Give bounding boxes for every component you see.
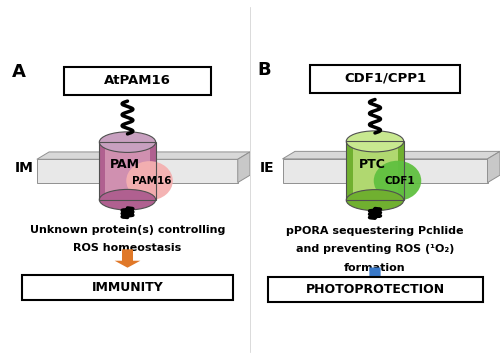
Text: AtPAM16: AtPAM16 (104, 74, 170, 87)
FancyArrow shape (362, 267, 388, 283)
Text: PAM: PAM (110, 158, 140, 171)
Ellipse shape (374, 161, 421, 201)
Polygon shape (37, 152, 250, 159)
Text: ROS homeostasis: ROS homeostasis (74, 243, 182, 253)
Polygon shape (346, 141, 404, 200)
Text: Unknown protein(s) controlling: Unknown protein(s) controlling (30, 225, 225, 235)
Text: IE: IE (260, 161, 274, 175)
Text: CDF1: CDF1 (384, 176, 416, 186)
Ellipse shape (100, 132, 156, 153)
Text: PAM16: PAM16 (132, 176, 172, 186)
Polygon shape (238, 152, 250, 183)
Polygon shape (150, 142, 156, 200)
Polygon shape (100, 142, 105, 200)
Text: B: B (258, 61, 271, 79)
Polygon shape (488, 151, 500, 183)
FancyBboxPatch shape (310, 65, 460, 93)
Ellipse shape (100, 190, 156, 210)
FancyArrow shape (114, 249, 140, 268)
FancyBboxPatch shape (268, 277, 482, 302)
Text: PTC: PTC (359, 158, 386, 171)
Polygon shape (37, 159, 238, 183)
Ellipse shape (126, 161, 173, 200)
Ellipse shape (346, 190, 404, 211)
Polygon shape (282, 151, 500, 159)
FancyBboxPatch shape (64, 67, 211, 95)
Text: pPORA sequestering Pchlide: pPORA sequestering Pchlide (286, 226, 464, 236)
Polygon shape (346, 141, 352, 200)
Polygon shape (398, 141, 404, 200)
Polygon shape (100, 142, 156, 200)
Text: IM: IM (15, 162, 34, 176)
Text: IMMUNITY: IMMUNITY (92, 281, 164, 294)
Polygon shape (282, 159, 488, 183)
Text: and preventing ROS (¹O₂): and preventing ROS (¹O₂) (296, 244, 454, 255)
Text: CDF1/CPP1: CDF1/CPP1 (344, 72, 426, 85)
Ellipse shape (346, 131, 404, 152)
FancyBboxPatch shape (22, 275, 233, 299)
Text: PHOTOPROTECTION: PHOTOPROTECTION (306, 283, 444, 296)
Text: formation: formation (344, 263, 406, 273)
Text: A: A (12, 63, 26, 81)
